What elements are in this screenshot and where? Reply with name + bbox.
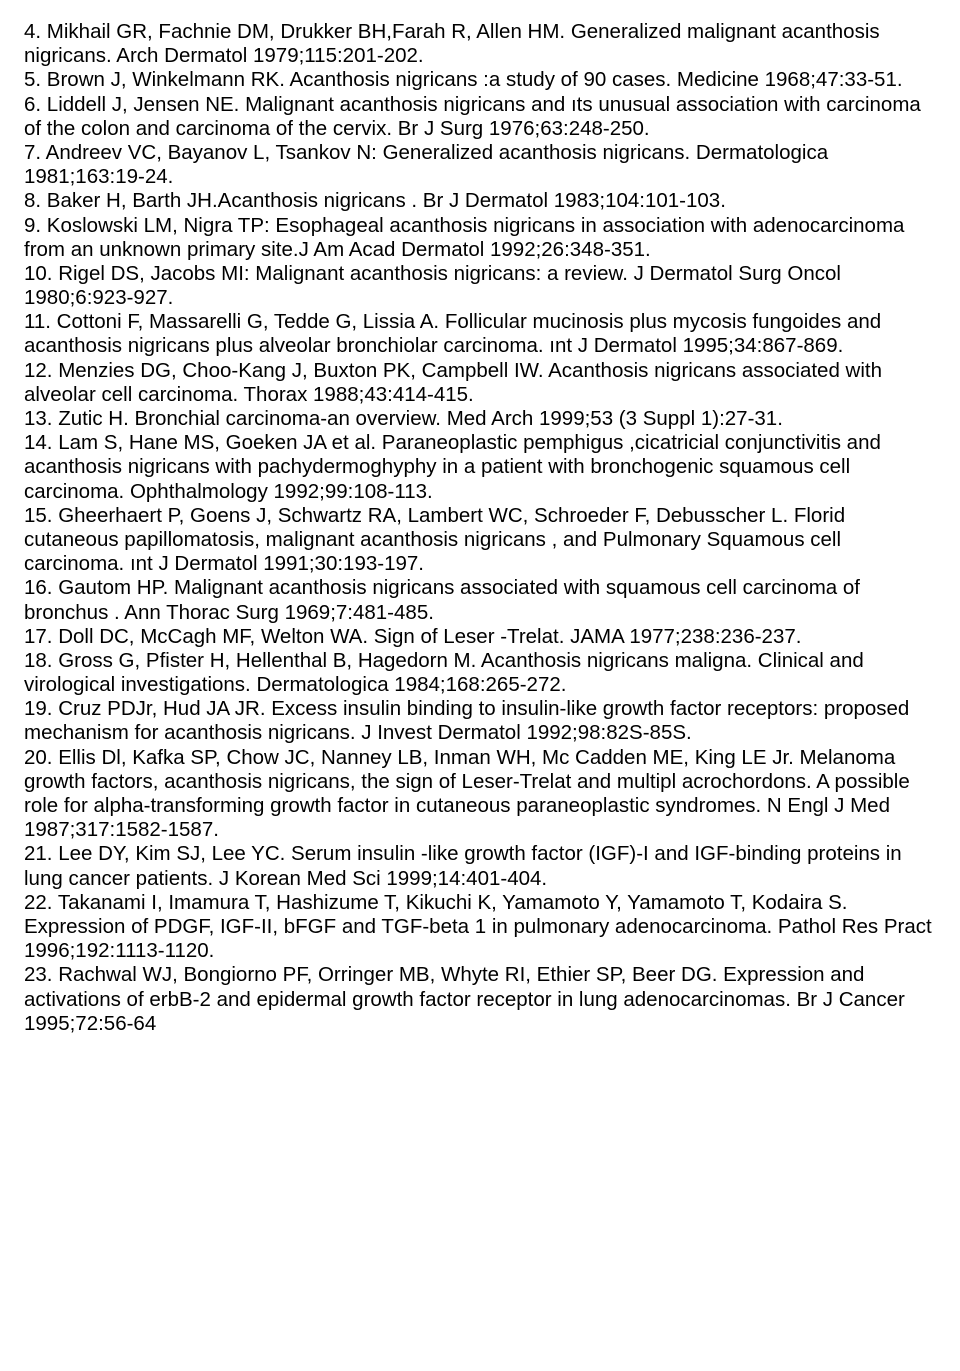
- reference-item: 14. Lam S, Hane MS, Goeken JA et al. Par…: [24, 431, 936, 504]
- reference-item: 4. Mikhail GR, Fachnie DM, Drukker BH,Fa…: [24, 20, 936, 68]
- reference-item: 6. Liddell J, Jensen NE. Malignant acant…: [24, 93, 936, 141]
- reference-item: 19. Cruz PDJr, Hud JA JR. Excess insulin…: [24, 697, 936, 745]
- reference-item: 10. Rigel DS, Jacobs MI: Malignant acant…: [24, 262, 936, 310]
- reference-item: 16. Gautom HP. Malignant acanthosis nigr…: [24, 576, 936, 624]
- reference-item: 18. Gross G, Pfister H, Hellenthal B, Ha…: [24, 649, 936, 697]
- reference-item: 15. Gheerhaert P, Goens J, Schwartz RA, …: [24, 504, 936, 577]
- reference-item: 23. Rachwal WJ, Bongiorno PF, Orringer M…: [24, 963, 936, 1036]
- reference-item: 20. Ellis Dl, Kafka SP, Chow JC, Nanney …: [24, 746, 936, 843]
- reference-item: 7. Andreev VC, Bayanov L, Tsankov N: Gen…: [24, 141, 936, 189]
- reference-item: 8. Baker H, Barth JH.Acanthosis nigrican…: [24, 189, 936, 213]
- reference-item: 17. Doll DC, McCagh MF, Welton WA. Sign …: [24, 625, 936, 649]
- reference-item: 13. Zutic H. Bronchial carcinoma-an over…: [24, 407, 936, 431]
- reference-item: 11. Cottoni F, Massarelli G, Tedde G, Li…: [24, 310, 936, 358]
- reference-item: 21. Lee DY, Kim SJ, Lee YC. Serum insuli…: [24, 842, 936, 890]
- reference-list: 4. Mikhail GR, Fachnie DM, Drukker BH,Fa…: [24, 20, 936, 1036]
- reference-item: 9. Koslowski LM, Nigra TP: Esophageal ac…: [24, 214, 936, 262]
- reference-item: 12. Menzies DG, Choo-Kang J, Buxton PK, …: [24, 359, 936, 407]
- reference-item: 5. Brown J, Winkelmann RK. Acanthosis ni…: [24, 68, 936, 92]
- reference-item: 22. Takanami I, Imamura T, Hashizume T, …: [24, 891, 936, 964]
